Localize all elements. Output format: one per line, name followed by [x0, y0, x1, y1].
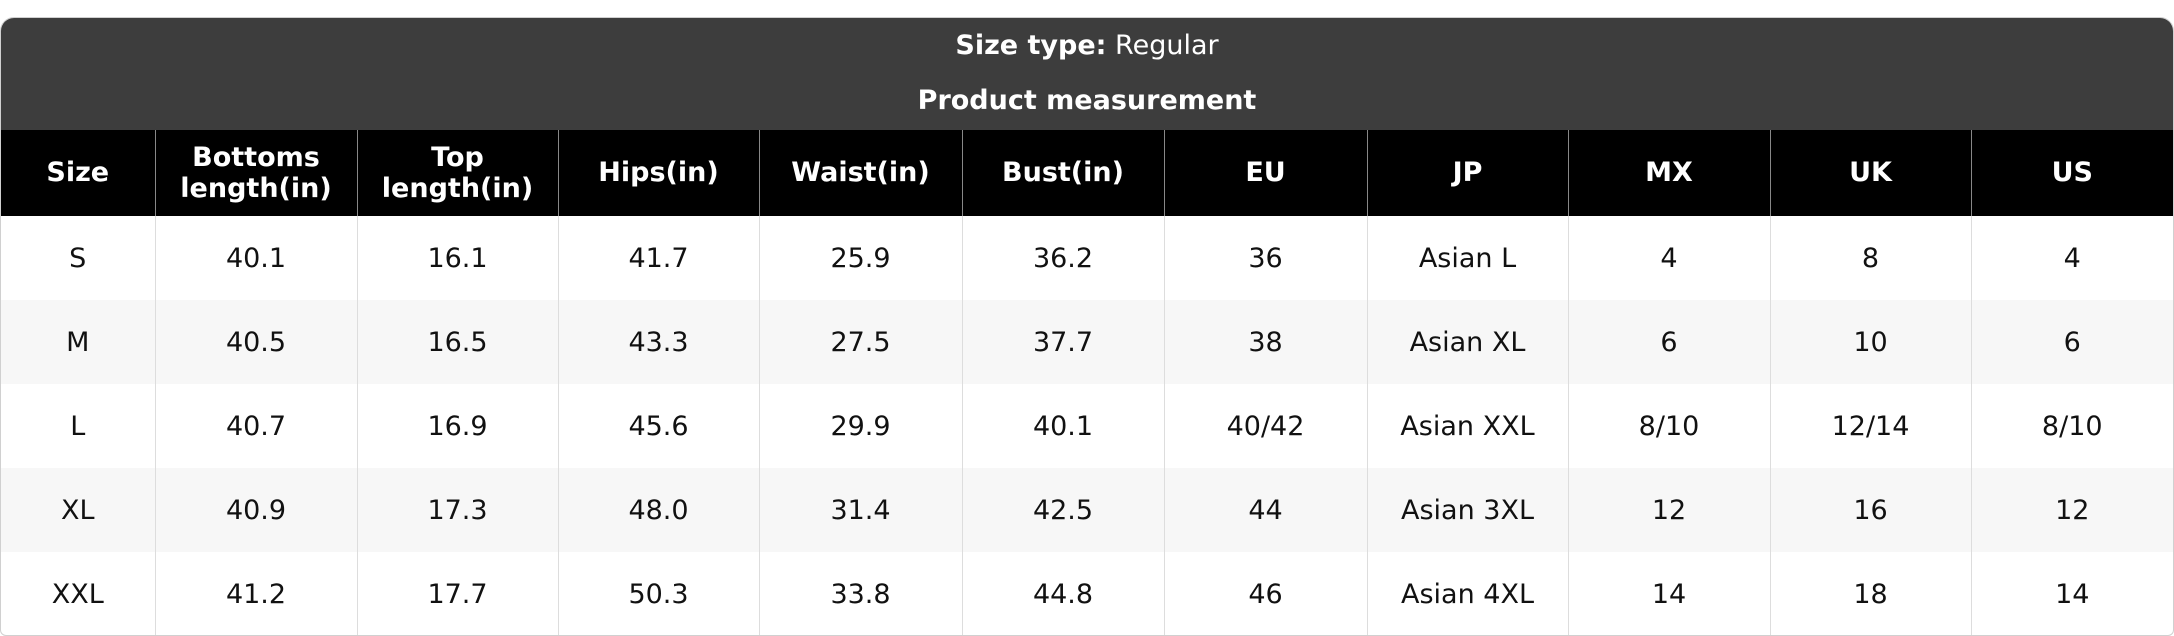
column-header: Top length(in)	[356, 130, 558, 216]
column-header: EU	[1163, 130, 1367, 216]
cell: 36.2	[961, 216, 1164, 300]
size-chart: Size type: Regular Product measurement S…	[0, 17, 2174, 636]
cell: 17.3	[356, 468, 558, 552]
cell: 16.5	[356, 300, 558, 384]
cell: 38	[1163, 300, 1367, 384]
cell: 33.8	[758, 552, 962, 635]
column-header: JP	[1366, 130, 1568, 216]
size-type-label: Size type:	[955, 30, 1107, 61]
row: M 40.5 16.5 43.3 27.5 37.7 38 Asian XL 6 10 6	[1, 300, 2173, 384]
cell: 16	[1769, 468, 1971, 552]
cell: 4	[1970, 216, 2173, 300]
cell: 12/14	[1769, 384, 1971, 468]
cell: 6	[1567, 300, 1770, 384]
header: Size type: Regular Product measurement	[1, 18, 2173, 130]
cell: XL	[1, 468, 155, 552]
cell: XXL	[51, 578, 104, 610]
cell: 40.1	[961, 384, 1164, 468]
cell: 37.7	[961, 300, 1164, 384]
cell: 41.7	[557, 216, 759, 300]
cell: 40.5	[154, 300, 357, 384]
cell: 44	[1163, 468, 1367, 552]
cell: 43.3	[557, 300, 759, 384]
cell: 12	[1970, 468, 2173, 552]
cell: 48.0	[557, 468, 759, 552]
cell: 16.9	[356, 384, 558, 468]
cell: 40.7	[154, 384, 357, 468]
cell: L	[70, 410, 86, 442]
cell: S	[69, 242, 87, 274]
cell: 8/10	[1970, 384, 2173, 468]
row: XXL 41.2 17.7 50.3 33.8 44.8 46 Asian 4XL 14 18 14	[1, 552, 2173, 635]
column-header: Size	[1, 130, 155, 216]
column-header: Hips(in)	[557, 130, 759, 216]
cell: 45.6	[557, 384, 759, 468]
cell: 40/42	[1163, 384, 1367, 468]
cell: Asian L	[1366, 216, 1568, 300]
size-type-value: Regular	[1115, 30, 1219, 61]
cell: 14	[1567, 552, 1770, 635]
cell: 44.8	[961, 552, 1164, 635]
column-header: US	[1970, 130, 2173, 216]
column-header: Waist(in)	[758, 130, 962, 216]
column-header: UK	[1769, 130, 1971, 216]
cell: 42.5	[961, 468, 1164, 552]
cell: 41.2	[154, 552, 357, 635]
cell: 17.7	[356, 552, 558, 635]
header-row: Size Bottoms length(in) Top length(in) Hips…	[1, 130, 2173, 216]
row: L 40.7 16.9 45.6 29.9 40.1 40/42 Asian XXL 8/10 1…	[1, 384, 2173, 468]
cell: 31.4	[758, 468, 962, 552]
cell: 29.9	[758, 384, 962, 468]
cell: 12	[1567, 468, 1770, 552]
column-header: MX	[1567, 130, 1770, 216]
cell: 4	[1567, 216, 1770, 300]
table: Size Bottoms length(in) Top length(in) Hips…	[1, 130, 2173, 635]
cell: 40.1	[154, 216, 357, 300]
cell: 8/10	[1567, 384, 1770, 468]
cell: M	[1, 300, 155, 384]
cell: 14	[1970, 552, 2173, 635]
cell: 36	[1163, 216, 1367, 300]
cell: 40.9	[154, 468, 357, 552]
cell: Asian XXL	[1366, 384, 1568, 468]
cell: 25.9	[758, 216, 962, 300]
cell: Asian 4XL	[1366, 552, 1568, 635]
column-header: Bottoms length(in)	[154, 130, 357, 216]
cell: 50.3	[557, 552, 759, 635]
cell: 6	[1970, 300, 2173, 384]
column-header: Bust(in)	[961, 130, 1164, 216]
cell: 10	[1769, 300, 1971, 384]
subtitle: Product measurement	[917, 85, 1257, 116]
cell: 46	[1163, 552, 1367, 635]
cell: 8	[1769, 216, 1971, 300]
cell: Asian XL	[1366, 300, 1568, 384]
size-type: Size type: Regular	[1, 30, 2173, 61]
cell: 18	[1769, 552, 1971, 635]
row: XL 40.9 17.3 48.0 31.4 42.5 44 Asian 3XL 12 16 12	[1, 468, 2173, 552]
cell: 16.1	[356, 216, 558, 300]
cell: Asian 3XL	[1366, 468, 1568, 552]
cell: 27.5	[758, 300, 962, 384]
